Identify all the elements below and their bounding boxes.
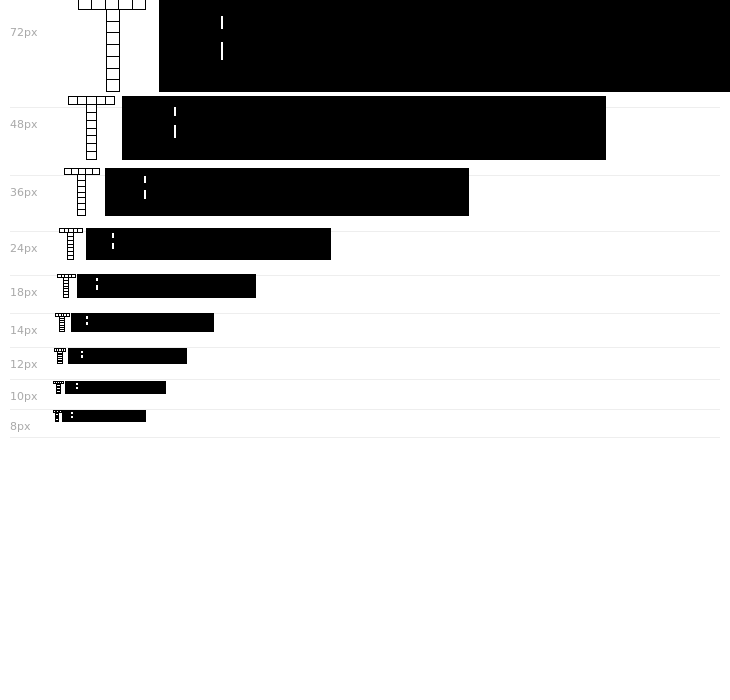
glyph-mark bbox=[96, 285, 99, 290]
row-divider bbox=[10, 231, 720, 232]
glyph-t-cell bbox=[59, 410, 62, 413]
glyph-t-cell bbox=[104, 96, 115, 105]
glyph-mark bbox=[75, 386, 78, 390]
glyph-t-cell bbox=[59, 328, 65, 332]
sample-text-block bbox=[105, 168, 469, 216]
sample-text-block bbox=[159, 0, 730, 92]
glyph-mark bbox=[96, 278, 99, 282]
glyph-mark bbox=[144, 176, 147, 183]
glyph-t-cell bbox=[66, 313, 70, 317]
row-divider bbox=[10, 347, 720, 348]
glyph-mark bbox=[174, 125, 177, 138]
size-label: 36px bbox=[10, 186, 38, 199]
glyph-t-cell bbox=[55, 419, 59, 422]
size-label: 48px bbox=[10, 118, 38, 131]
row-divider bbox=[10, 313, 720, 314]
size-label: 18px bbox=[10, 286, 38, 299]
row-divider bbox=[10, 409, 720, 410]
glyph-t-cell bbox=[91, 0, 106, 10]
glyph-mark bbox=[75, 383, 78, 386]
sample-text-block bbox=[86, 228, 331, 260]
glyph-t-cell bbox=[77, 209, 86, 216]
glyph-mark bbox=[144, 190, 147, 200]
glyph-t-cell bbox=[56, 391, 61, 394]
glyph-t-cell bbox=[61, 381, 64, 384]
glyph-mark bbox=[86, 316, 89, 319]
sample-text-block bbox=[68, 348, 187, 364]
glyph-t-cell bbox=[106, 79, 120, 92]
glyph-mark bbox=[71, 412, 74, 414]
glyph-t-cell bbox=[63, 294, 69, 298]
sample-text-block bbox=[77, 274, 256, 298]
row-divider bbox=[10, 437, 720, 438]
glyph-t-cell bbox=[62, 348, 66, 352]
glyph-mark bbox=[80, 355, 83, 359]
glyph-mark bbox=[86, 321, 89, 326]
size-label: 72px bbox=[10, 26, 38, 39]
glyph-mark bbox=[220, 42, 223, 60]
glyph-mark bbox=[112, 233, 115, 238]
glyph-mark bbox=[174, 106, 177, 116]
glyph-mark bbox=[80, 350, 83, 353]
size-label: 10px bbox=[10, 390, 38, 403]
glyph-mark bbox=[71, 415, 74, 418]
glyph-t-cell bbox=[118, 0, 133, 10]
glyph-t-cell bbox=[57, 361, 63, 364]
size-label: 8px bbox=[10, 420, 31, 433]
glyph-t-cell bbox=[92, 168, 100, 175]
glyph-t-cell bbox=[131, 0, 146, 10]
glyph-t-cell bbox=[77, 228, 83, 233]
size-label: 24px bbox=[10, 242, 38, 255]
glyph-t-cell bbox=[86, 151, 97, 160]
glyph-mark bbox=[112, 242, 115, 249]
sample-text-block bbox=[62, 410, 146, 422]
sample-text-block bbox=[65, 381, 166, 394]
glyph-t-cell bbox=[78, 0, 93, 10]
row-divider bbox=[10, 275, 720, 276]
glyph-mark bbox=[220, 15, 223, 29]
size-label: 12px bbox=[10, 358, 38, 371]
row-divider bbox=[10, 379, 720, 380]
sample-text-block bbox=[71, 313, 214, 332]
sample-text-block bbox=[122, 96, 606, 160]
glyph-t-cell bbox=[67, 255, 74, 260]
size-label: 14px bbox=[10, 324, 38, 337]
glyph-t-cell bbox=[71, 274, 76, 278]
